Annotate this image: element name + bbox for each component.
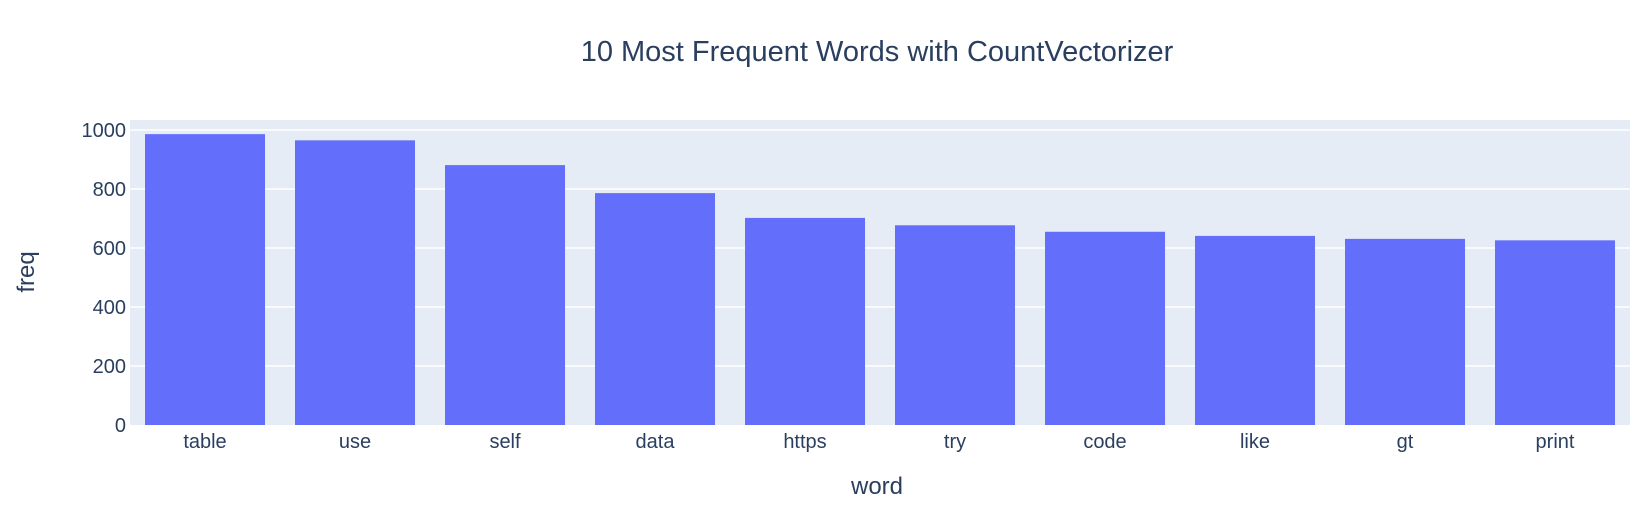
bar-try[interactable]	[895, 225, 1015, 425]
y-tick-label: 400	[93, 297, 126, 319]
bar-https[interactable]	[745, 217, 865, 425]
bar-print[interactable]	[1495, 240, 1615, 425]
bar-like[interactable]	[1195, 235, 1315, 425]
x-tick-label: self	[489, 431, 521, 453]
x-tick-label: code	[1083, 431, 1126, 453]
y-tick-label: 600	[93, 238, 126, 260]
y-tick-label: 200	[93, 356, 126, 378]
y-tick-label: 0	[115, 415, 126, 437]
bar-code[interactable]	[1045, 231, 1165, 425]
x-tick-label: table	[183, 431, 226, 453]
x-tick-label: gt	[1397, 431, 1414, 453]
bar-self[interactable]	[445, 165, 565, 426]
x-tick-label: use	[339, 431, 371, 453]
bar-gt[interactable]	[1345, 238, 1465, 425]
bar-data[interactable]	[595, 193, 715, 425]
x-tick-labels: table use self data https try code like gt print	[183, 431, 1575, 453]
y-tick-labels: 0 200 400 600 800 1000	[82, 120, 127, 437]
y-axis-title: freq	[13, 251, 40, 292]
x-tick-label: like	[1240, 431, 1270, 453]
chart-title: 10 Most Frequent Words with CountVectori…	[581, 36, 1174, 68]
bar-table[interactable]	[145, 134, 265, 425]
x-tick-label: try	[944, 431, 966, 453]
bars	[145, 134, 1615, 426]
y-tick-label: 800	[93, 179, 126, 201]
x-tick-label: print	[1536, 431, 1575, 453]
y-tick-label: 1000	[82, 120, 127, 142]
bar-use[interactable]	[295, 140, 415, 425]
x-axis-title: word	[850, 473, 903, 500]
x-tick-label: https	[783, 431, 826, 453]
x-tick-label: data	[636, 431, 676, 453]
